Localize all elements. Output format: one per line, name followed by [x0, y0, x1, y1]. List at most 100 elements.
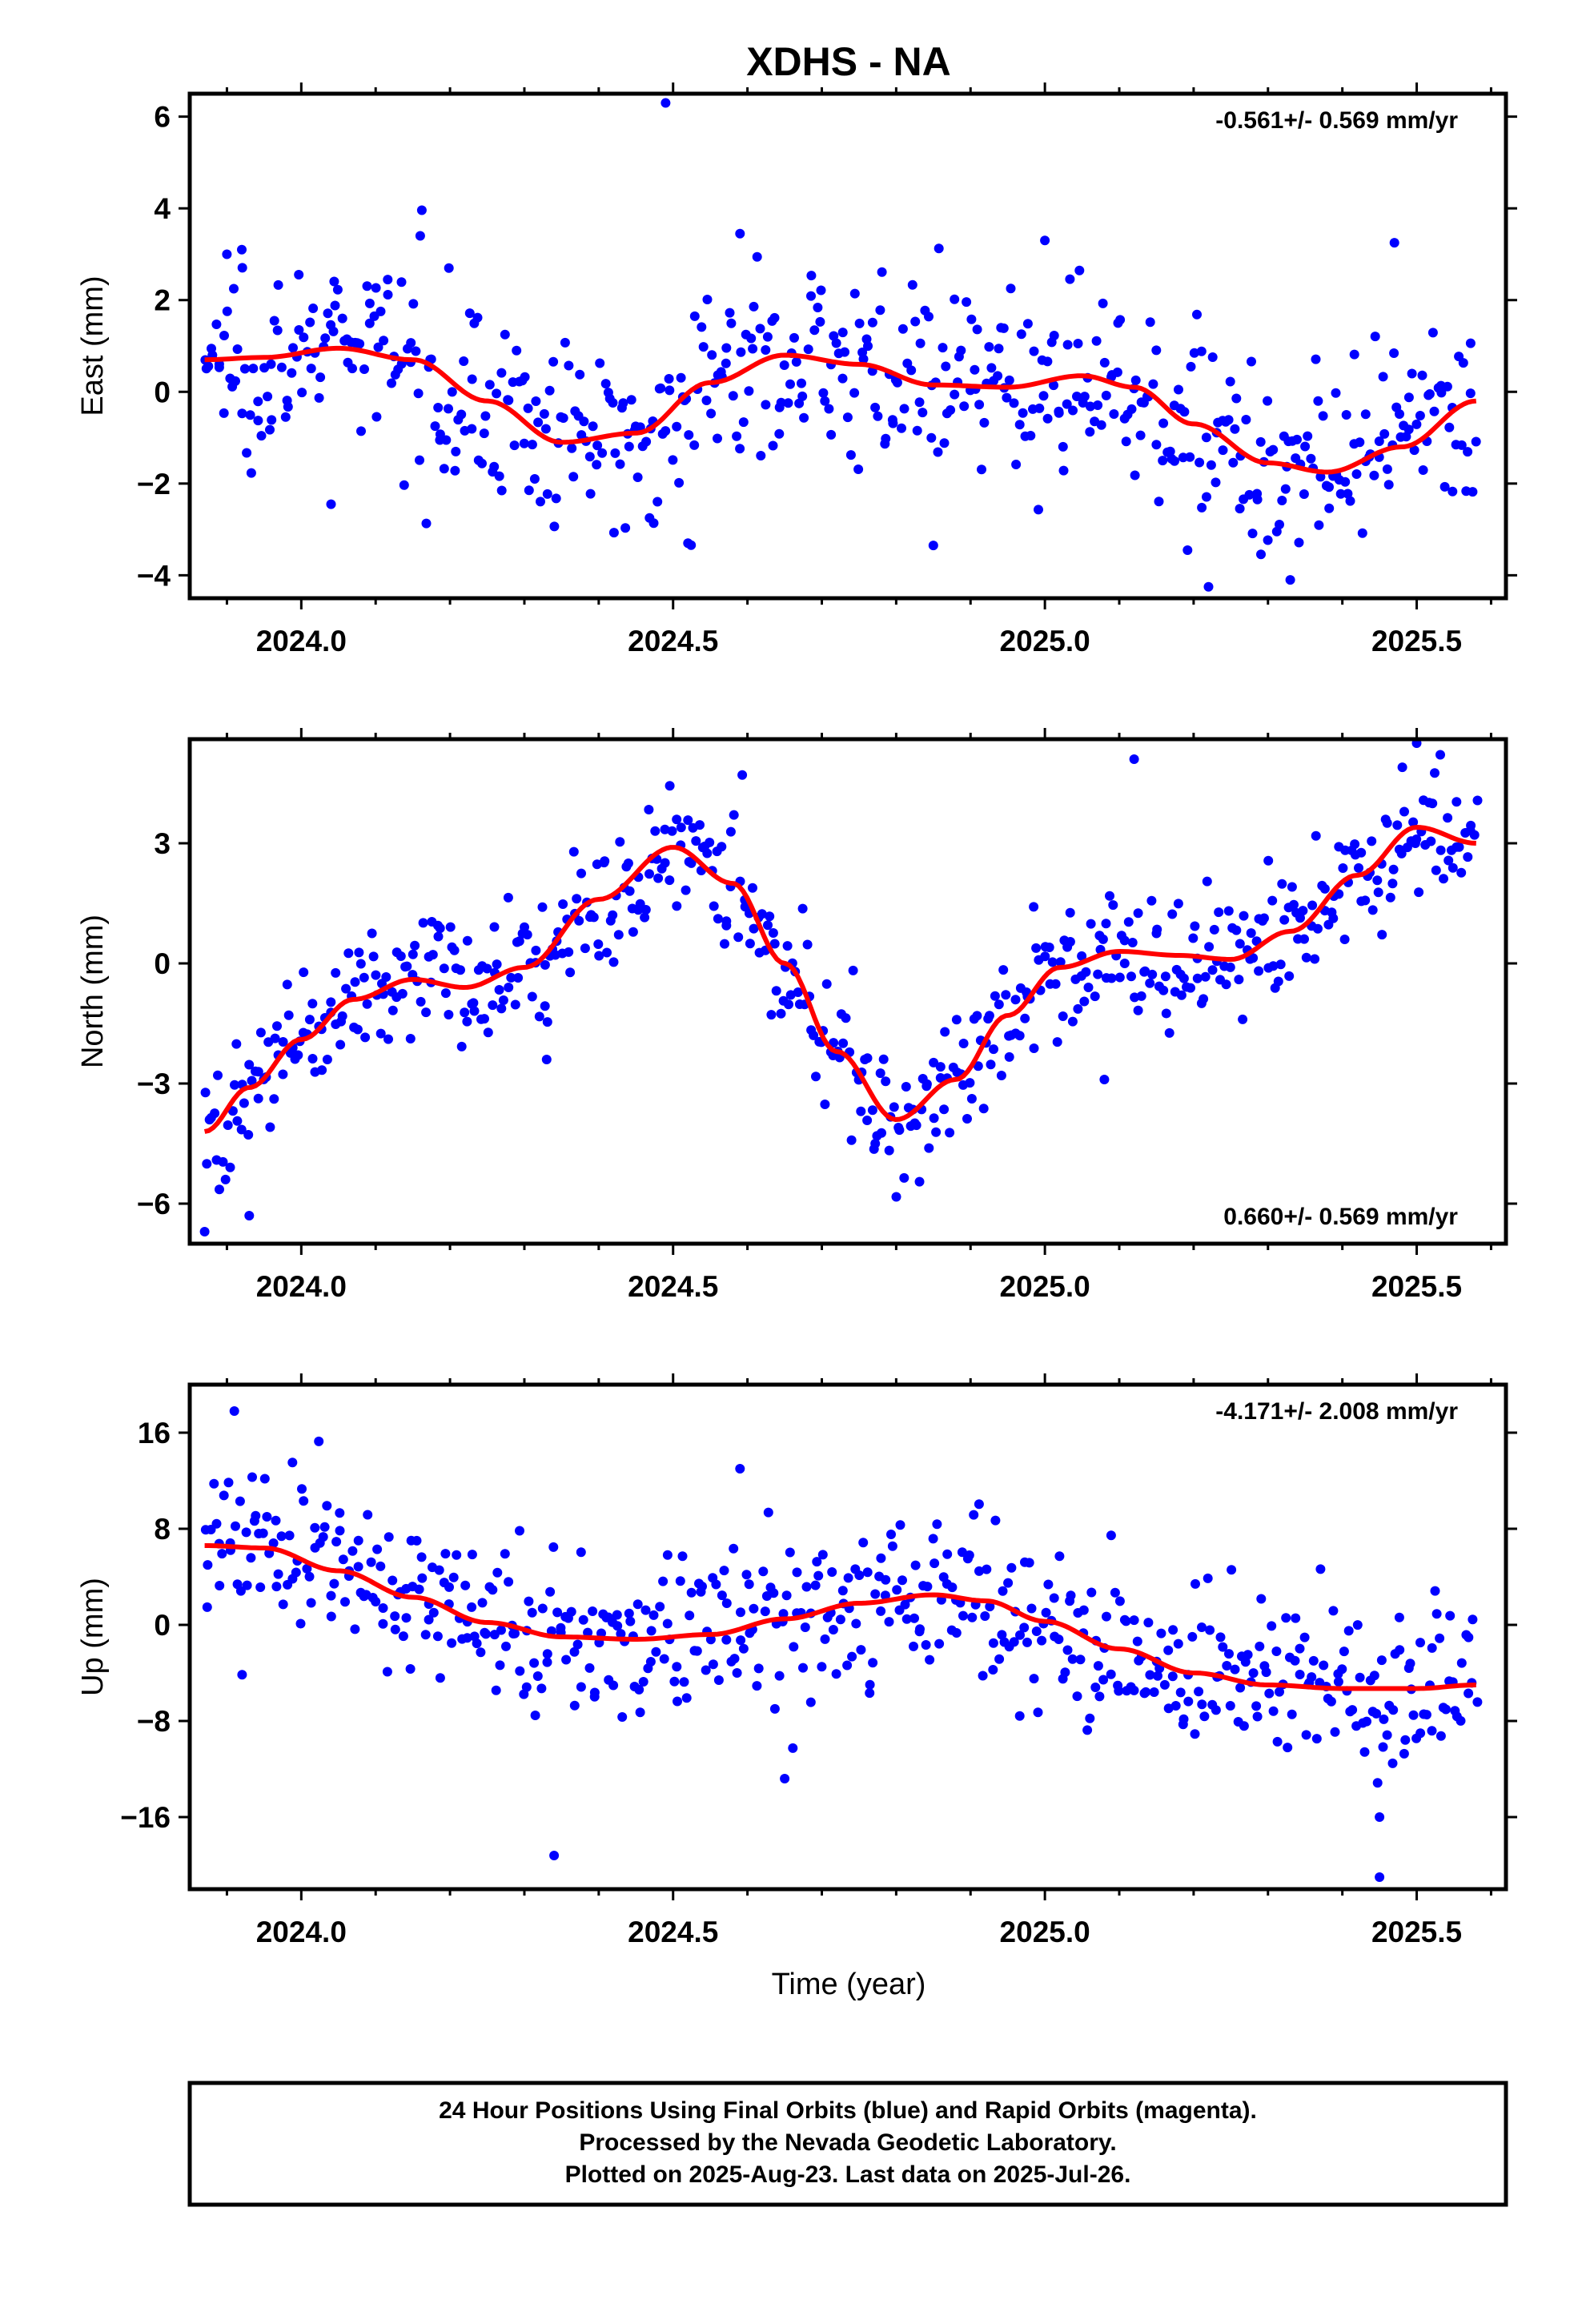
data-point — [1311, 1734, 1322, 1744]
data-point — [1014, 1711, 1025, 1721]
data-point — [610, 448, 620, 458]
plot-frame — [187, 737, 1508, 1246]
data-point — [984, 342, 994, 352]
footer-box — [187, 2081, 1508, 2207]
data-point — [297, 1484, 307, 1494]
data-point — [219, 331, 229, 340]
data-point — [811, 1072, 821, 1082]
data-point — [530, 1711, 540, 1720]
data-point — [1054, 1634, 1064, 1644]
data-point — [884, 1145, 894, 1156]
data-point — [1230, 1664, 1240, 1675]
data-point — [1052, 1037, 1062, 1047]
data-point — [950, 294, 960, 304]
data-point — [789, 332, 799, 343]
data-point — [691, 836, 701, 846]
data-point — [448, 1572, 459, 1582]
data-point — [1135, 430, 1146, 440]
data-point-outlier — [928, 541, 938, 551]
data-point — [721, 920, 732, 931]
data-point — [1298, 906, 1308, 916]
data-point — [255, 1027, 266, 1038]
data-point — [350, 977, 360, 987]
data-point — [1333, 1677, 1343, 1687]
data-point — [1272, 1736, 1283, 1747]
data-point — [271, 1515, 281, 1526]
x-tick-label: 2024.5 — [628, 1916, 718, 1948]
data-point — [608, 910, 618, 920]
data-point — [534, 1011, 544, 1022]
data-point — [1159, 1679, 1170, 1690]
data-point — [203, 1560, 213, 1570]
data-point — [596, 1628, 606, 1638]
data-points — [200, 1406, 1483, 1882]
data-point — [1277, 496, 1287, 505]
data-point — [1140, 966, 1150, 976]
data-point — [467, 424, 477, 434]
data-point — [496, 1003, 507, 1014]
data-point — [1379, 428, 1390, 439]
data-point — [315, 372, 326, 383]
data-point — [652, 497, 663, 507]
data-point — [1326, 1696, 1336, 1707]
data-point — [676, 372, 686, 383]
data-point-outlier — [735, 228, 745, 239]
data-point — [210, 1108, 220, 1119]
data-point — [1442, 381, 1452, 392]
data-point — [509, 440, 520, 451]
data-point — [793, 987, 803, 997]
data-point — [912, 425, 922, 436]
data-point — [326, 1590, 336, 1601]
data-point — [1009, 1637, 1019, 1647]
data-point — [1058, 441, 1068, 452]
data-point — [521, 1682, 532, 1692]
data-point — [768, 928, 778, 938]
data-point — [215, 1184, 224, 1195]
data-point — [849, 288, 860, 299]
data-point — [533, 417, 544, 428]
data-point — [1315, 1564, 1326, 1574]
data-point — [1123, 917, 1134, 927]
data-point — [1093, 1661, 1103, 1671]
data-point-outlier — [1129, 754, 1139, 764]
data-point — [1403, 424, 1414, 435]
data-point — [462, 1633, 472, 1643]
data-point — [1009, 398, 1019, 408]
data-point — [776, 397, 786, 408]
data-point — [1014, 420, 1025, 430]
data-point — [1400, 1735, 1411, 1745]
data-point — [332, 284, 343, 295]
data-point — [1268, 961, 1279, 971]
data-point — [1443, 855, 1454, 866]
data-point — [847, 1651, 857, 1662]
data-point — [230, 1080, 239, 1090]
data-point — [769, 1588, 779, 1598]
data-point — [1330, 1727, 1340, 1737]
data-point — [625, 1616, 636, 1626]
data-point — [1143, 1618, 1154, 1628]
data-point — [1158, 456, 1168, 466]
data-point — [837, 1586, 848, 1596]
data-point — [1072, 1691, 1082, 1702]
data-point — [329, 1578, 339, 1589]
data-point — [434, 1565, 444, 1575]
data-point — [1188, 933, 1199, 943]
data-point — [1096, 420, 1106, 430]
data-point — [1415, 1638, 1425, 1648]
data-point — [512, 345, 522, 356]
data-point — [889, 1102, 899, 1112]
data-point — [970, 364, 980, 375]
data-point — [1427, 1642, 1437, 1653]
data-point — [1015, 1630, 1025, 1640]
data-point — [1211, 1705, 1221, 1715]
data-point — [909, 1613, 919, 1623]
data-point — [488, 1000, 498, 1011]
data-point — [287, 368, 297, 378]
data-point — [341, 983, 351, 994]
data-point — [1301, 952, 1311, 963]
data-point — [373, 342, 383, 352]
data-point — [1388, 1705, 1399, 1715]
data-point — [1291, 1613, 1301, 1623]
data-point — [1387, 1758, 1398, 1768]
plot-frame — [187, 91, 1508, 601]
